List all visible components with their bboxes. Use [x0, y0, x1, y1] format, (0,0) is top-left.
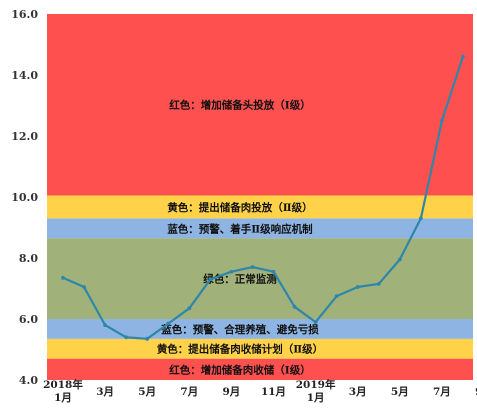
data-point — [313, 320, 318, 324]
x-axis: 2018年1月3月5月7月9月11月2019年1月3月5月7月9月 — [43, 378, 477, 404]
band-label-1: 黄色：提出储备肉收储计划（Ⅱ级） — [157, 343, 323, 356]
data-point — [418, 216, 423, 221]
data-point — [145, 336, 150, 341]
data-point — [376, 282, 381, 286]
band-3 — [47, 238, 473, 319]
data-point — [208, 277, 213, 282]
x-tick-label: 3月 — [96, 386, 114, 398]
x-tick-label: 1月 — [54, 392, 72, 404]
band-labels: 红色：增加储备肉收储（Ⅰ级） 黄色：提出储备肉收储计划（Ⅱ级） 蓝色：预警、合理养殖… — [157, 99, 323, 377]
band-label-5: 黄色：提出储备肉投放（Ⅱ级） — [167, 201, 312, 214]
y-tick-label: 8.0 — [19, 252, 38, 265]
data-point — [440, 118, 444, 123]
x-tick-label: 7月 — [180, 386, 198, 398]
band-1 — [47, 338, 473, 359]
price-series — [61, 54, 465, 341]
y-tick-label: 4.0 — [19, 374, 38, 387]
band-6 — [47, 14, 473, 196]
x-tick-label: 3月 — [349, 386, 367, 398]
x-tick-label: 1月 — [307, 392, 325, 404]
x-tick-label: 2018年 — [43, 378, 83, 391]
x-tick-label: 5月 — [391, 386, 409, 398]
data-point — [187, 306, 192, 311]
band-5 — [47, 195, 473, 219]
data-point — [397, 257, 402, 262]
x-tick-label: 9月 — [475, 386, 477, 398]
data-point — [229, 269, 234, 274]
data-point — [355, 285, 360, 289]
x-tick-label: 5月 — [138, 386, 156, 398]
data-point — [124, 335, 129, 340]
series-line — [61, 55, 464, 340]
band-label-0: 红色：增加储备肉收储（Ⅰ级） — [169, 363, 310, 376]
x-tick-label: 9月 — [222, 386, 240, 398]
data-point — [461, 54, 465, 59]
data-point — [292, 304, 297, 309]
y-tick-label: 10.0 — [11, 191, 38, 204]
band-4 — [47, 218, 473, 239]
y-tick-label: 12.0 — [11, 130, 38, 143]
data-point — [334, 294, 339, 299]
band-label-6: 红色：增加储备头投放（Ⅰ级） — [169, 99, 310, 112]
x-tick-label: 11月 — [261, 386, 286, 398]
data-point — [61, 275, 65, 280]
band-label-4: 蓝色：预警、着手Ⅱ级响应机制 — [167, 222, 312, 235]
x-tick-label: 7月 — [433, 386, 451, 398]
band-label-2: 蓝色：预警、合理养殖、避免亏损 — [161, 323, 319, 336]
x-tick-label: 2019年 — [296, 378, 336, 391]
data-point — [166, 321, 171, 326]
y-axis: 4.0 6.0 8.0 10.0 12.0 14.0 16.0 — [11, 8, 38, 387]
data-point — [271, 269, 276, 274]
threshold-bands — [47, 14, 473, 380]
y-tick-label: 16.0 — [11, 8, 38, 21]
data-point — [82, 285, 86, 289]
band-0 — [47, 358, 473, 380]
y-tick-label: 6.0 — [19, 313, 38, 326]
y-tick-label: 14.0 — [11, 69, 38, 82]
data-point — [250, 265, 255, 270]
data-point — [103, 323, 107, 327]
